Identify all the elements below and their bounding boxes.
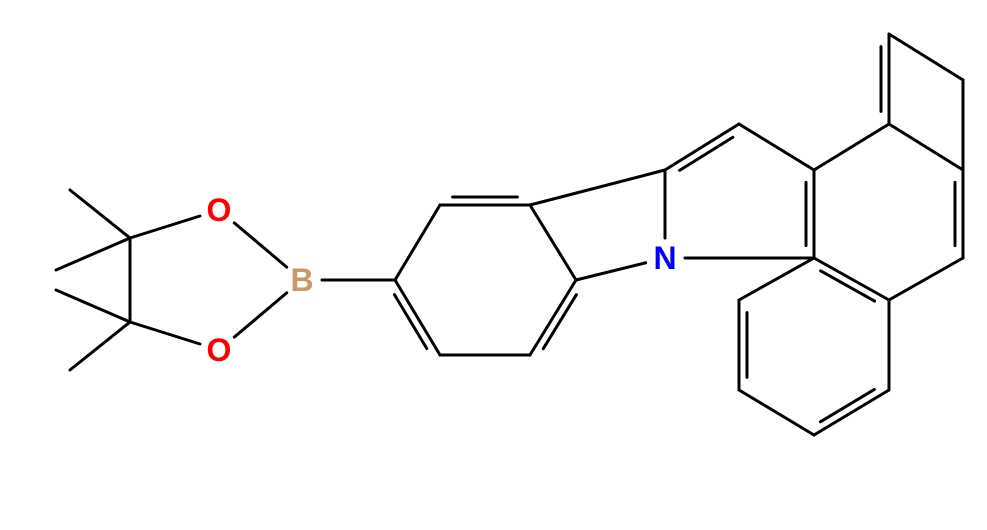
molecule-diagram: O O B N xyxy=(0,0,987,530)
atom-O: O xyxy=(207,192,232,228)
bonds xyxy=(56,34,963,435)
atom-N: N xyxy=(653,240,676,276)
atom-labels: O O B N xyxy=(201,192,683,368)
atom-O: O xyxy=(207,332,232,368)
atom-B: B xyxy=(290,262,313,298)
